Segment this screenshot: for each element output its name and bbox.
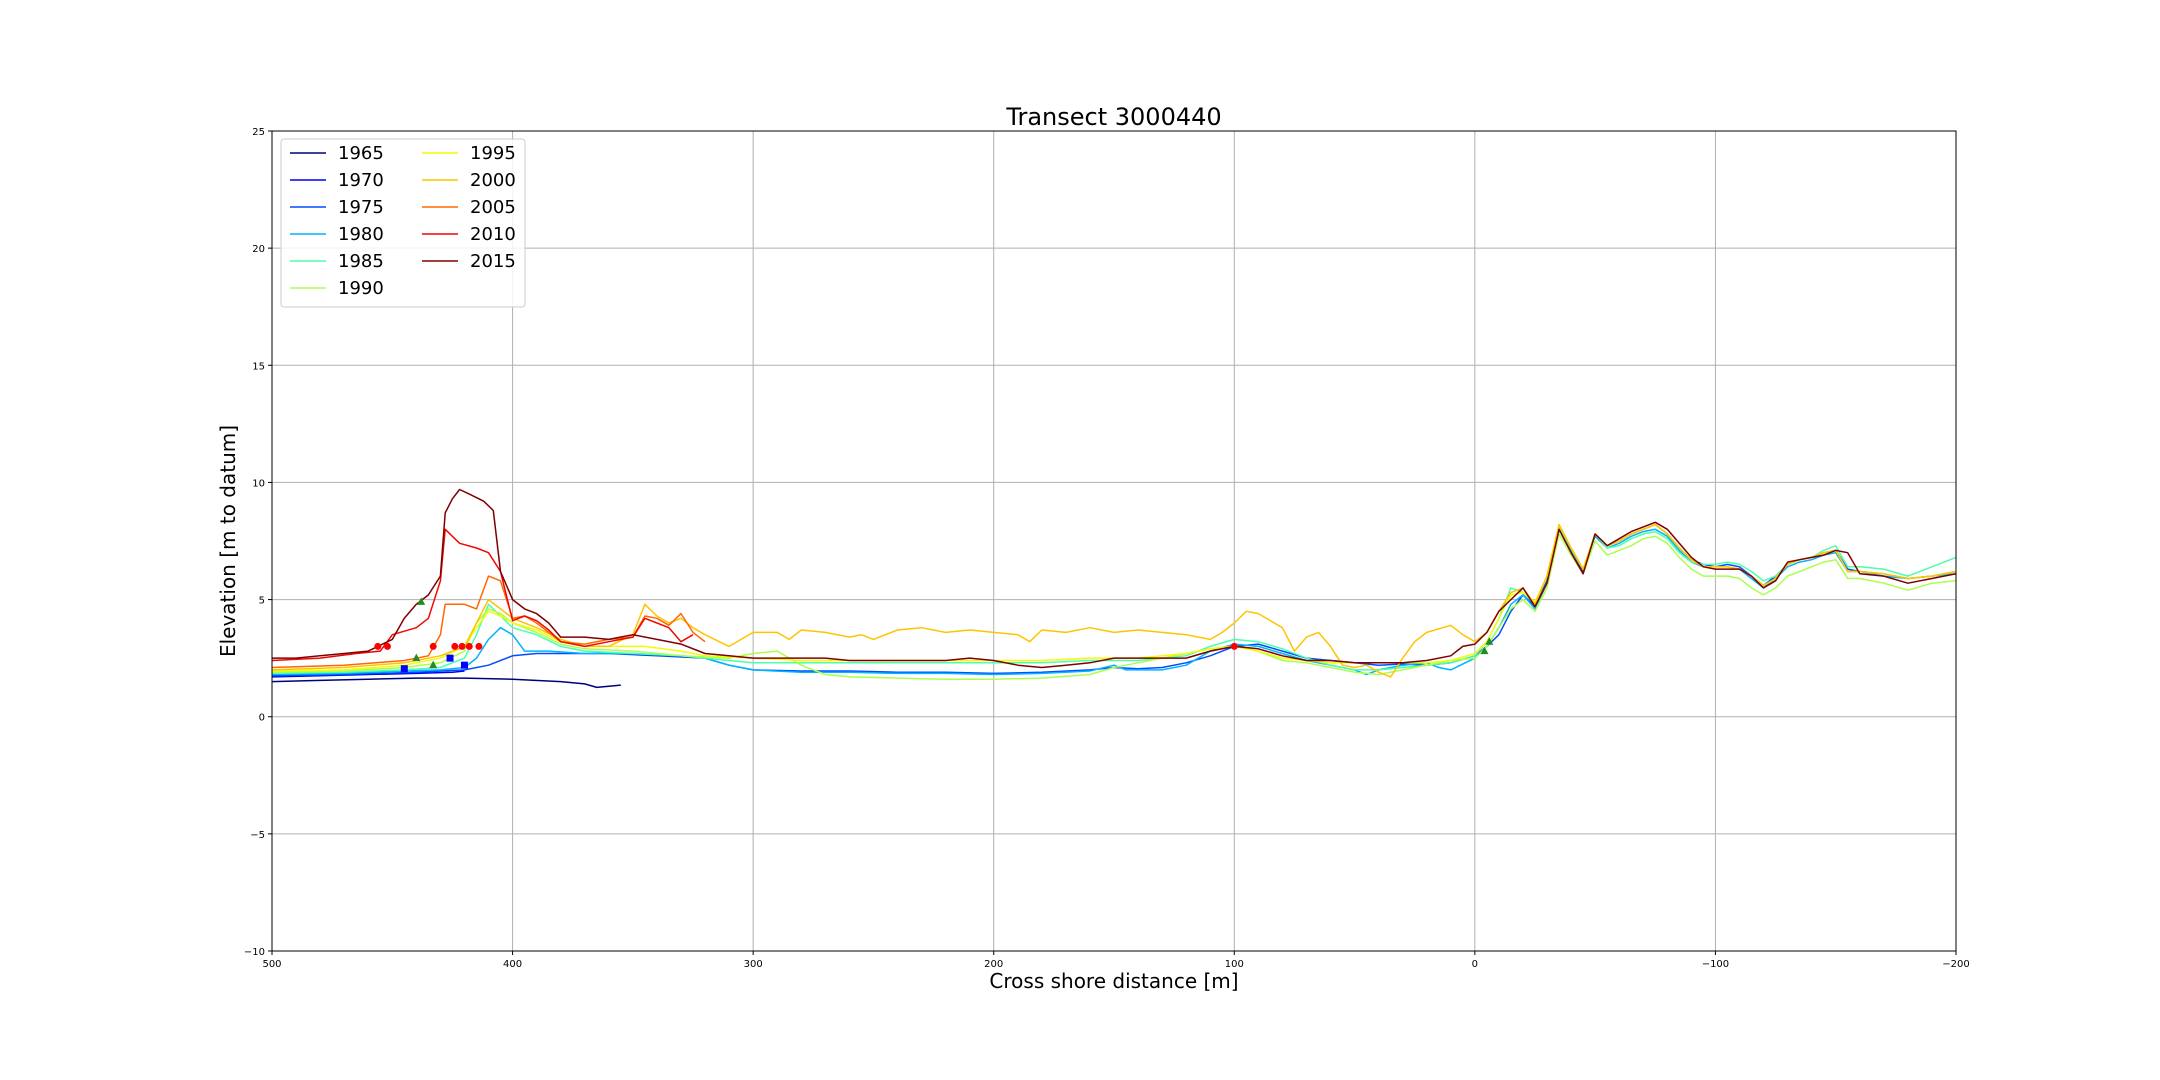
legend-label: 1975 xyxy=(338,197,384,218)
grid-lines xyxy=(271,130,1957,952)
legend: 1965 1970 1975 1980 1985 1990 1995 2000 2005 2010… xyxy=(280,138,526,308)
triangle-marker xyxy=(429,660,438,669)
circle-marker xyxy=(1230,642,1238,650)
y-tick-label: 10 xyxy=(252,478,265,489)
square-marker xyxy=(400,665,408,673)
point-markers xyxy=(374,597,1494,673)
legend-box xyxy=(280,138,526,308)
y-tick-label: 15 xyxy=(252,361,265,372)
plot-frame xyxy=(271,130,1957,952)
x-tick-label: 300 xyxy=(744,959,763,970)
series-line-1990 xyxy=(271,533,1957,680)
series-lines xyxy=(271,488,1957,689)
triangle-marker xyxy=(412,653,421,662)
legend-label: 2010 xyxy=(470,224,516,245)
y-tick-label: 5 xyxy=(259,596,265,607)
y-tick-label: −5 xyxy=(250,830,265,841)
circle-marker xyxy=(451,642,459,650)
x-axis-label: Cross shore distance [m] xyxy=(989,969,1238,993)
legend-label: 1985 xyxy=(338,251,384,272)
legend-label: 2015 xyxy=(470,251,516,272)
x-tick-label: 0 xyxy=(1472,959,1478,970)
legend-label: 2005 xyxy=(470,197,516,218)
x-tick-label: 400 xyxy=(503,959,522,970)
x-tick-label: 100 xyxy=(1225,959,1244,970)
series-line-2010 xyxy=(271,528,694,662)
circle-marker xyxy=(465,642,473,650)
triangle-marker xyxy=(1480,646,1489,655)
legend-label: 1980 xyxy=(338,224,384,245)
legend-label: 1995 xyxy=(470,143,516,164)
triangle-marker xyxy=(417,597,426,605)
series-line-1985 xyxy=(271,526,1957,675)
circle-marker xyxy=(383,642,391,650)
y-tick-label: 0 xyxy=(259,713,265,724)
series-line-1970 xyxy=(271,670,465,678)
series-line-1980 xyxy=(271,528,1957,676)
y-axis-ticks: −10 −5 0 5 10 15 20 25 xyxy=(244,127,272,958)
y-axis-label: Elevation [m to datum] xyxy=(216,425,240,657)
square-marker xyxy=(446,654,454,662)
triangle-marker xyxy=(1485,637,1494,645)
x-axis-ticks: 500 400 300 200 100 0 −100 −200 xyxy=(262,951,1970,970)
legend-label: 1990 xyxy=(338,278,384,299)
series-line-1965 xyxy=(271,677,621,689)
x-tick-label: 500 xyxy=(262,959,281,970)
series-line-1995 xyxy=(271,523,1957,672)
x-tick-label: −100 xyxy=(1702,959,1729,970)
circle-marker xyxy=(429,642,437,650)
series-line-2005 xyxy=(271,575,706,669)
y-tick-label: −10 xyxy=(244,947,265,958)
square-marker xyxy=(460,661,468,669)
y-tick-label: 25 xyxy=(252,127,265,138)
circle-marker xyxy=(475,642,483,650)
circle-marker xyxy=(458,642,466,650)
x-tick-label: −200 xyxy=(1942,959,1969,970)
legend-label: 1965 xyxy=(338,143,384,164)
x-tick-label: 200 xyxy=(984,959,1003,970)
series-line-1975 xyxy=(271,523,1957,677)
circle-marker xyxy=(374,642,382,650)
chart-title: Transect 3000440 xyxy=(1005,103,1221,131)
series-line-2015 xyxy=(272,488,1957,669)
series-line-2000 xyxy=(271,523,1957,678)
legend-label: 2000 xyxy=(470,170,516,191)
legend-label: 1970 xyxy=(338,170,384,191)
y-tick-label: 20 xyxy=(252,244,265,255)
